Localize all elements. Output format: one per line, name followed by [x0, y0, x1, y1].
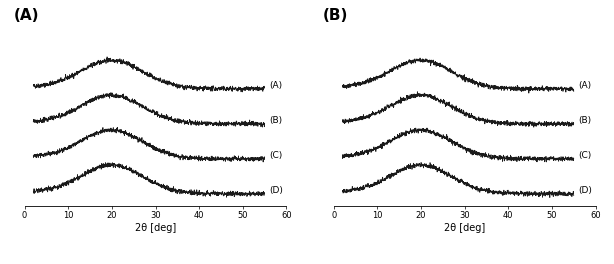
Text: (A): (A)	[578, 81, 591, 90]
Text: (B): (B)	[578, 116, 591, 125]
Text: (C): (C)	[269, 151, 282, 160]
Text: (A): (A)	[269, 81, 282, 90]
Text: (D): (D)	[269, 186, 283, 195]
Text: (D): (D)	[578, 186, 592, 195]
Text: (A): (A)	[14, 8, 39, 23]
Text: (B): (B)	[269, 116, 282, 125]
X-axis label: 2θ [deg]: 2θ [deg]	[444, 223, 485, 233]
Text: (C): (C)	[578, 151, 591, 160]
Text: (B): (B)	[323, 8, 349, 23]
X-axis label: 2θ [deg]: 2θ [deg]	[135, 223, 176, 233]
